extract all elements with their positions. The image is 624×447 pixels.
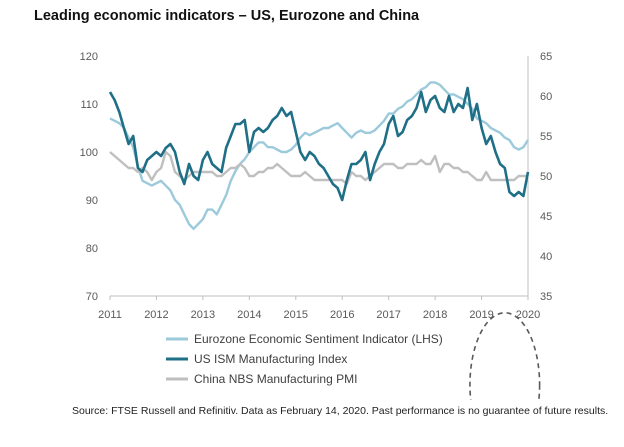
series-layer xyxy=(108,81,530,230)
x-tick-label: 2018 xyxy=(423,309,447,321)
series-line-2 xyxy=(109,150,528,186)
annotation-layer xyxy=(469,312,541,400)
x-tick-label: 2016 xyxy=(330,309,354,321)
y-right-tick-label: 40 xyxy=(540,251,552,263)
y-left-tick-label: 70 xyxy=(86,291,98,303)
x-tick-label: 2015 xyxy=(284,309,308,321)
y-right-tick-label: 35 xyxy=(540,291,552,303)
y-right-tick-label: 45 xyxy=(540,211,552,223)
x-tick-label: 2019 xyxy=(469,309,493,321)
line-chart: 120 110 100 90 80 70 65 60 55 50 45 40 35 2011 2012 201… xyxy=(80,51,553,400)
legend-label-2: China NBS Manufacturing PMI xyxy=(194,372,357,386)
y-left-tick-label: 100 xyxy=(80,147,98,159)
series-line-1 xyxy=(108,86,530,202)
legend-label-1: US ISM Manufacturing Index xyxy=(194,352,347,366)
legend-label-0: Eurozone Economic Sentiment Indicator (L… xyxy=(194,332,443,346)
chart-title: Leading economic indicators – US, Eurozo… xyxy=(34,8,420,24)
chart-legend: Eurozone Economic Sentiment Indicator (L… xyxy=(166,332,443,386)
y-right-tick-label: 65 xyxy=(540,51,552,63)
y-left-tick-label: 110 xyxy=(80,99,98,111)
y-right-tick-label: 50 xyxy=(540,171,552,183)
y-left-tick-label: 90 xyxy=(86,195,98,207)
chart-axes: 120 110 100 90 80 70 65 60 55 50 45 40 35 2011 2012 201… xyxy=(80,51,553,321)
x-tick-label: 2020 xyxy=(516,309,540,321)
x-tick-label: 2013 xyxy=(191,309,215,321)
x-tick-label: 2011 xyxy=(98,309,122,321)
y-left-tick-label: 80 xyxy=(86,243,98,255)
x-tick-label: 2017 xyxy=(376,309,400,321)
y-right-tick-label: 60 xyxy=(540,91,552,103)
x-tick-label: 2012 xyxy=(144,309,168,321)
y-right-tick-label: 55 xyxy=(540,131,552,143)
y-left-tick-label: 120 xyxy=(80,51,98,63)
highlight-ellipse xyxy=(469,312,541,400)
series-line-0 xyxy=(109,81,530,230)
source-note: Source: FTSE Russell and Refinitiv. Data… xyxy=(72,405,609,417)
x-tick-label: 2014 xyxy=(237,309,261,321)
